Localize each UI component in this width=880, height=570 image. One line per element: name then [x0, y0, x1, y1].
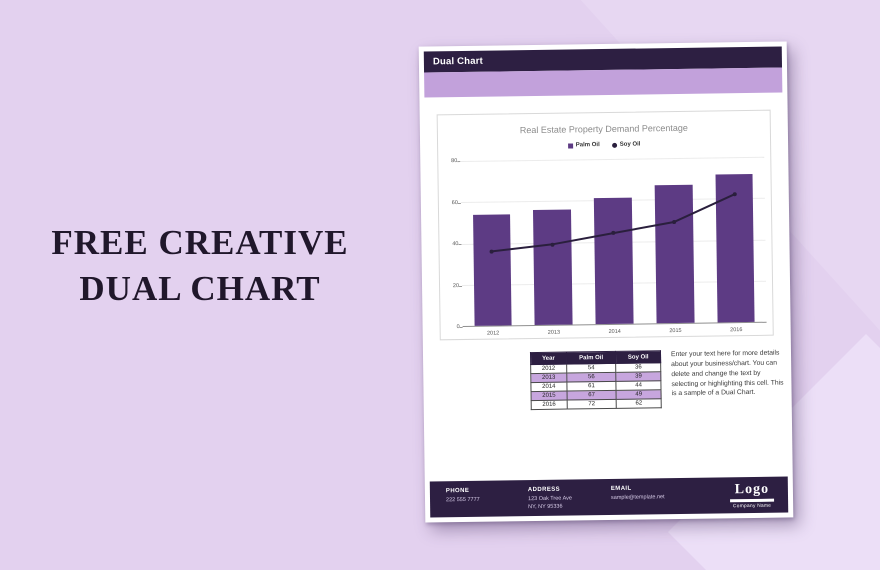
- logo-company-name: Company Name: [732, 503, 772, 509]
- chart-legend: Palm Oil Soy Oil: [444, 138, 764, 152]
- table-cell: 62: [616, 398, 662, 409]
- table-cell: 72: [566, 399, 617, 410]
- document-page: Dual Chart Real Estate Property Demand P…: [418, 41, 794, 523]
- address-line-2: NY, NY 95336: [528, 503, 563, 511]
- table-row: 2016 72 62: [531, 398, 662, 410]
- document-footer: PHONE 222 555 7777 ADDRESS 123 Oak Tree …: [429, 476, 789, 518]
- table-cell: 2016: [531, 400, 568, 410]
- footer-email: EMAIL sample@template.net: [611, 484, 728, 515]
- x-tick-label: 2014: [608, 328, 621, 335]
- note-text: Enter your text here for more details ab…: [670, 349, 784, 398]
- y-tick-label: 60: [451, 199, 458, 206]
- legend-item-soy-oil: Soy Oil: [611, 141, 641, 148]
- table-header-cell: Soy Oil: [615, 350, 661, 364]
- document-title: Dual Chart: [432, 55, 484, 68]
- y-tick-label: 0: [456, 324, 460, 331]
- phone-value: 222 555 7777: [445, 496, 480, 504]
- x-axis-labels: 2012 2013 2014 2015 2016: [463, 327, 767, 337]
- chart-title: Real Estate Property Demand Percentage: [519, 122, 688, 136]
- headline-line-1: FREE CREATIVE: [51, 223, 349, 262]
- footer-address: ADDRESS 123 Oak Tree Ave NY, NY 95336: [528, 486, 611, 516]
- palm-oil-swatch-icon: [567, 142, 573, 149]
- x-tick-label: 2016: [730, 327, 743, 334]
- footer-phone: PHONE 222 555 7777: [446, 487, 528, 517]
- logo-text: Logo: [734, 481, 770, 498]
- soy-oil-swatch-icon: [611, 142, 617, 148]
- line-marker: [489, 249, 494, 254]
- x-tick-label: 2012: [486, 330, 500, 337]
- data-table: Year Palm Oil Soy Oil 2012 54 36 2013 56 39 2014 6…: [529, 350, 662, 411]
- line-marker: [671, 219, 676, 225]
- table-header-cell: Year: [530, 352, 567, 365]
- line-marker: [611, 231, 616, 236]
- address-label: ADDRESS: [527, 486, 561, 494]
- table-header-cell: Palm Oil: [566, 351, 616, 365]
- chart-card: Real Estate Property Demand Percentage P…: [436, 109, 774, 341]
- phone-label: PHONE: [445, 487, 470, 495]
- logo-underline: [730, 498, 775, 502]
- plot-column: 2012 2013 2014 2015 2016: [460, 156, 767, 337]
- company-logo: Logo Company Name: [728, 482, 776, 514]
- email-label: EMAIL: [610, 485, 632, 492]
- y-tick-label: 40: [452, 241, 459, 248]
- legend-item-palm-oil: Palm Oil: [567, 142, 600, 149]
- email-value: sample@template.net: [610, 494, 665, 501]
- accent-band: [424, 67, 783, 98]
- y-tick-label: 20: [452, 282, 460, 289]
- table-and-note-row: Year Palm Oil Soy Oil 2012 54 36 2013 56 39 2014 6…: [529, 348, 787, 411]
- line-series: [460, 157, 766, 326]
- headline: FREE CREATIVE DUAL CHART: [18, 220, 382, 312]
- y-tick-label: 80: [451, 158, 458, 165]
- x-tick-label: 2013: [547, 329, 561, 336]
- headline-line-2: DUAL CHART: [79, 269, 321, 308]
- x-tick-label: 2015: [669, 327, 682, 335]
- plot-row: 80 60 40 20 0 2012 2013 2014 2015 2016: [444, 156, 767, 337]
- plot-area: [460, 156, 767, 328]
- legend-label-soy-oil: Soy Oil: [619, 141, 641, 148]
- line-marker: [550, 242, 555, 247]
- line-marker: [732, 192, 737, 197]
- legend-label-palm-oil: Palm Oil: [575, 142, 600, 149]
